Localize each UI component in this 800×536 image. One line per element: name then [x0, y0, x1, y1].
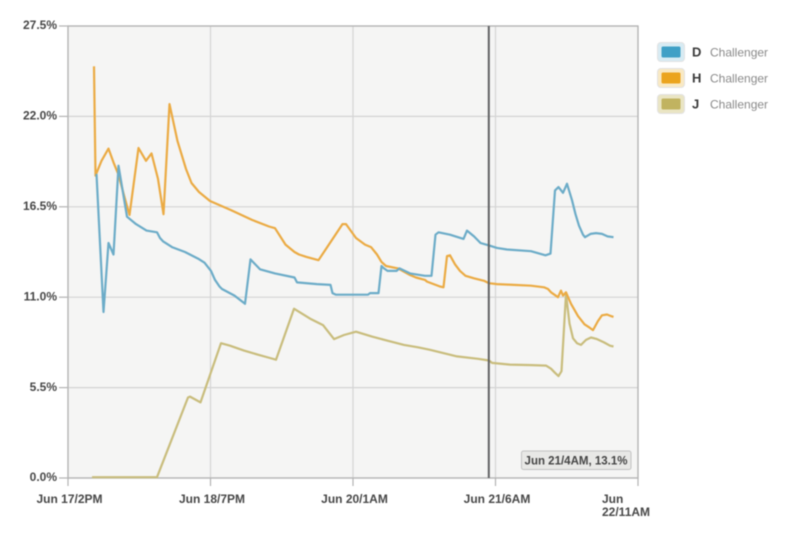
svg-text:Jun 17/2PM: Jun 17/2PM	[36, 492, 102, 506]
svg-text:22/11AM: 22/11AM	[602, 505, 650, 519]
svg-text:D: D	[692, 45, 701, 60]
svg-text:H: H	[692, 71, 701, 86]
svg-text:J: J	[692, 97, 699, 112]
svg-text:Challenger: Challenger	[710, 72, 768, 86]
svg-text:0.0%: 0.0%	[30, 470, 58, 484]
svg-text:16.5%: 16.5%	[23, 199, 57, 213]
svg-text:Jun 21/6AM: Jun 21/6AM	[464, 492, 531, 506]
svg-text:22.0%: 22.0%	[23, 109, 57, 123]
svg-text:Jun 21/4AM, 13.1%: Jun 21/4AM, 13.1%	[525, 456, 628, 468]
svg-text:Jun 20/1AM: Jun 20/1AM	[321, 492, 388, 506]
svg-text:5.5%: 5.5%	[30, 380, 58, 394]
svg-text:11.0%: 11.0%	[24, 289, 58, 303]
svg-text:Jun: Jun	[602, 492, 623, 506]
svg-text:27.5%: 27.5%	[23, 18, 57, 32]
svg-text:Challenger: Challenger	[710, 98, 768, 112]
svg-text:Challenger: Challenger	[710, 46, 768, 60]
svg-text:Jun 18/7PM: Jun 18/7PM	[179, 492, 245, 506]
